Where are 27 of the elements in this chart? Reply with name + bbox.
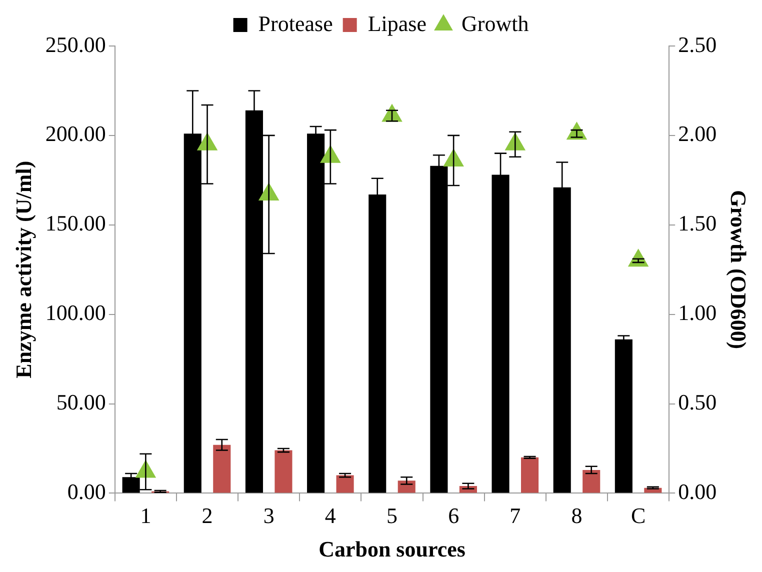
legend-label: Protease	[258, 10, 333, 36]
legend-label: Lipase	[368, 10, 426, 36]
y2-tick-label: 1.00	[678, 300, 717, 326]
y-tick-label: 250.00	[45, 32, 106, 57]
x-tick-label: 7	[510, 503, 521, 528]
x-tick-label: 6	[448, 503, 460, 528]
x-tick-label: 1	[140, 503, 152, 528]
y2-tick-label: 1.50	[678, 210, 717, 236]
x-tick-label: 2	[202, 503, 213, 528]
y-tick-label: 50.00	[56, 390, 106, 415]
y-axis-title: Enzyme activity (U/ml)	[10, 160, 36, 378]
x-tick-label: 3	[263, 503, 274, 528]
legend-label: Growth	[461, 10, 529, 36]
y-tick-label: 150.00	[45, 210, 106, 236]
x-tick-label: 4	[324, 503, 336, 528]
y2-tick-label: 2.00	[678, 121, 717, 146]
x-tick-label: C	[630, 503, 646, 528]
y-tick-label: 0.00	[67, 478, 106, 504]
y-tick-label: 200.00	[45, 121, 106, 146]
y2-tick-label: 2.50	[678, 32, 717, 57]
x-tick-label: 8	[571, 503, 582, 528]
x-tick-label: 5	[386, 503, 398, 528]
y2-tick-label: 0.50	[678, 390, 717, 415]
y-tick-label: 100.00	[45, 300, 106, 326]
x-axis-title: Carbon sources	[318, 536, 466, 562]
y2-tick-label: 0.00	[678, 478, 717, 504]
y2-axis-title: Growth (OD600)	[726, 190, 752, 350]
